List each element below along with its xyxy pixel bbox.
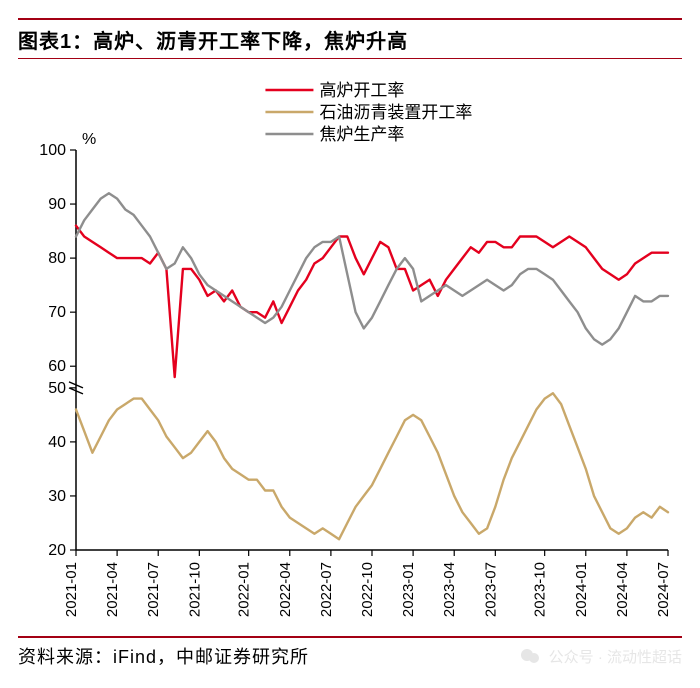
chart-area: 20 30 40 50 60 70 80 90 100% 2021-01 2021-04 2021-0…	[18, 72, 682, 628]
svg-text:2023-10: 2023-10	[532, 562, 549, 617]
svg-text:60: 60	[48, 358, 66, 375]
svg-text:2024-04: 2024-04	[614, 562, 631, 617]
svg-text:2023-04: 2023-04	[441, 562, 458, 617]
svg-text:2021-07: 2021-07	[145, 562, 162, 617]
source-text: 资料来源：iFind，中邮证券研究所	[18, 643, 309, 669]
title-bar: 图表1：高炉、沥青开工率下降，焦炉升高	[18, 18, 682, 59]
svg-text:2022-07: 2022-07	[318, 562, 335, 617]
svg-text:高炉开工率: 高炉开工率	[319, 81, 404, 100]
svg-text:%: %	[82, 131, 96, 148]
svg-text:2024-01: 2024-01	[573, 562, 590, 617]
svg-text:80: 80	[48, 250, 66, 267]
line-chart: 20 30 40 50 60 70 80 90 100% 2021-01 2021-04 2021-0…	[18, 72, 682, 628]
svg-text:2022-10: 2022-10	[359, 562, 376, 617]
svg-text:20: 20	[48, 542, 66, 559]
svg-text:2023-07: 2023-07	[482, 562, 499, 617]
svg-text:2022-01: 2022-01	[236, 562, 253, 617]
svg-text:2024-07: 2024-07	[655, 562, 672, 617]
svg-text:2021-10: 2021-10	[186, 562, 203, 617]
svg-text:2021-01: 2021-01	[63, 562, 80, 617]
watermark-text: 公众号 · 流动性超话	[549, 646, 682, 667]
footer-bar: 资料来源：iFind，中邮证券研究所 公众号 · 流动性超话	[18, 636, 682, 674]
svg-text:70: 70	[48, 304, 66, 321]
wechat-icon	[519, 646, 543, 666]
svg-text:100: 100	[39, 142, 66, 159]
svg-text:90: 90	[48, 196, 66, 213]
svg-text:40: 40	[48, 434, 66, 451]
svg-text:2023-01: 2023-01	[400, 562, 417, 617]
svg-text:焦炉生产率: 焦炉生产率	[319, 125, 404, 144]
svg-text:2022-04: 2022-04	[277, 562, 294, 617]
svg-text:石油沥青装置开工率: 石油沥青装置开工率	[319, 103, 472, 122]
chart-title: 图表1：高炉、沥青开工率下降，焦炉升高	[18, 25, 408, 54]
svg-text:50: 50	[48, 380, 66, 397]
svg-text:2021-04: 2021-04	[104, 562, 121, 617]
watermark: 公众号 · 流动性超话	[519, 646, 682, 667]
svg-text:30: 30	[48, 488, 66, 505]
